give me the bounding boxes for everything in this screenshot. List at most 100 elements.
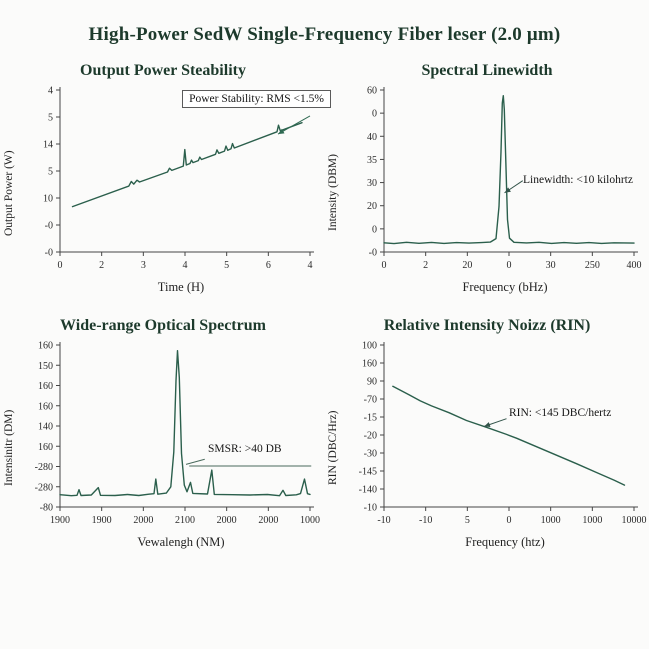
y-tick-label: 0 — [372, 224, 377, 235]
series-linewidth-peak — [383, 94, 635, 245]
y-tick-label: -0 — [369, 248, 377, 259]
annotation-power-stability: Power Stability: RMS <1.5% — [182, 90, 331, 108]
x-tick-label: 20 — [462, 260, 472, 271]
plot-row: RIN (DBC/Hrz) 100 160 90 -70 -15 -20 -30 -145 -1… — [327, 337, 647, 537]
x-tick-label: 2000 — [133, 515, 153, 526]
y-tick-label: -80 — [40, 503, 53, 514]
y-tick-label: 30 — [367, 178, 377, 189]
x-tick-label: 4 — [183, 260, 188, 271]
y-tick-label: 140 — [38, 422, 53, 433]
plot-row: Intensinitr (DM) 160 150 160 160 140 160 -280 -… — [3, 337, 323, 537]
plot-area: 4 5 14 5 10 -0 -0 0 2 3 4 5 6 4 — [43, 86, 314, 271]
annotation-arrowhead — [484, 422, 491, 427]
y-tick-label: 150 — [38, 361, 53, 372]
y-tick-label: -140 — [359, 485, 377, 496]
y-tick-label: -30 — [364, 449, 377, 460]
series-output-power-trace — [71, 122, 303, 208]
x-tick-label: 30 — [546, 260, 556, 271]
y-tick-label: -10 — [364, 503, 377, 514]
y-tick-label: -0 — [45, 248, 53, 259]
x-tick-label: 0 — [58, 260, 63, 271]
x-tick-label: 2000 — [258, 515, 278, 526]
x-tick-label: 1000 — [300, 515, 320, 526]
y-tick-label: 160 — [38, 341, 53, 352]
x-tick-label: 1900 — [92, 515, 112, 526]
series-optical-spectrum — [59, 349, 311, 497]
x-axis-label: Frequency (bHz) — [462, 280, 548, 294]
x-tick-label: 400 — [627, 260, 642, 271]
y-tick-label: -280 — [35, 482, 53, 493]
x-tick-label: -10 — [377, 515, 390, 526]
y-tick-label: 40 — [367, 132, 377, 143]
x-tick-label: 1000 — [541, 515, 561, 526]
x-tick-label: 250 — [585, 260, 600, 271]
chart-title: Output Power Steability — [80, 62, 246, 79]
y-tick-label: 100 — [362, 341, 377, 352]
y-tick-label: 14 — [43, 140, 53, 151]
annotation-smsr: SMSR: >40 DB — [208, 443, 282, 455]
x-tick-label: 4 — [308, 260, 313, 271]
chart-title: Relative Intensity Noizz (RIN) — [383, 317, 591, 334]
y-tick-label: -20 — [364, 431, 377, 442]
x-tick-label: -10 — [419, 515, 432, 526]
y-axis-label: Output Power (W) — [3, 150, 15, 236]
x-tick-label: 3 — [141, 260, 146, 271]
x-tick-label: 5 — [465, 515, 470, 526]
annotation-leader — [185, 458, 205, 465]
x-tick-label: 1000 — [582, 515, 602, 526]
x-tick-label: 0 — [507, 260, 512, 271]
x-tick-label: 10000 — [622, 515, 647, 526]
annotation-arrowhead — [504, 187, 511, 193]
y-tick-label: 4 — [48, 86, 53, 97]
y-tick-label: 35 — [367, 155, 377, 166]
x-tick-label: 6 — [266, 260, 271, 271]
chart-spectral-linewidth: Spectral Linewidth Intensity (DBM) 60 0 40… — [327, 62, 647, 295]
x-tick-label: 2100 — [175, 515, 195, 526]
x-tick-label: 5 — [224, 260, 229, 271]
y-tick-label: -145 — [359, 467, 377, 478]
annotation-rin: RIN: <145 DBC/hertz — [509, 407, 612, 419]
y-tick-label: -280 — [35, 462, 53, 473]
y-tick-label: 20 — [367, 201, 377, 212]
main-title: High-Power SedW Single-Frequency Fiber l… — [88, 24, 561, 45]
y-tick-label: 90 — [367, 377, 377, 388]
plot-area: 60 0 40 35 30 20 0 -0 0 2 20 0 30 250 400 — [367, 86, 642, 272]
y-tick-label: 0 — [372, 109, 377, 120]
x-axis-label: Vewalengh (NM) — [137, 535, 225, 549]
chart-output-power-stability: Output Power Steability Output Power (W)… — [3, 62, 331, 295]
series-rin-curve — [392, 385, 626, 486]
chart-optical-spectrum: Wide-range Optical Spectrum Intensinitr … — [3, 317, 323, 550]
annotation-leader — [277, 115, 311, 135]
y-tick-label: -70 — [364, 395, 377, 406]
y-tick-label: -15 — [364, 413, 377, 424]
x-tick-label: 2 — [423, 260, 428, 271]
charts-grid: Output Power Steability Output Power (W)… — [0, 62, 649, 550]
annotation-linewidth: Linewidth: <10 kilohrtz — [523, 174, 633, 186]
x-tick-label: 2 — [99, 260, 104, 271]
y-tick-label: 60 — [367, 86, 377, 97]
x-tick-label: 0 — [382, 260, 387, 271]
chart-title: Spectral Linewidth — [421, 62, 553, 79]
x-tick-label: 1900 — [50, 515, 70, 526]
x-tick-label: 2000 — [217, 515, 237, 526]
chart-rin: Relative Intensity Noizz (RIN) RIN (DBC/… — [327, 317, 647, 550]
y-tick-label: 5 — [48, 113, 53, 124]
x-tick-label: 0 — [507, 515, 512, 526]
chart-title: Wide-range Optical Spectrum — [60, 317, 266, 334]
y-tick-label: 5 — [48, 167, 53, 178]
x-axis-label: Time (H) — [157, 280, 205, 294]
y-axis-label: RIN (DBC/Hrz) — [327, 410, 339, 486]
plot-row: Output Power (W) 4 5 14 5 10 -0 -0 0 2 3 4 5 6 4 Powe… — [3, 82, 331, 282]
y-axis-label: Intensinitr (DM) — [3, 409, 15, 487]
annotation-arrowhead — [278, 128, 285, 135]
y-tick-label: 10 — [43, 194, 53, 205]
y-tick-label: -0 — [45, 221, 53, 232]
y-tick-label: 160 — [38, 442, 53, 453]
y-tick-label: 160 — [362, 359, 377, 370]
x-axis-label: Frequency (htz) — [465, 535, 545, 549]
plot-row: Intensity (DBM) 60 0 40 35 30 20 0 -0 0 2 20 0 30 250… — [327, 82, 647, 282]
y-tick-label: 160 — [38, 381, 53, 392]
